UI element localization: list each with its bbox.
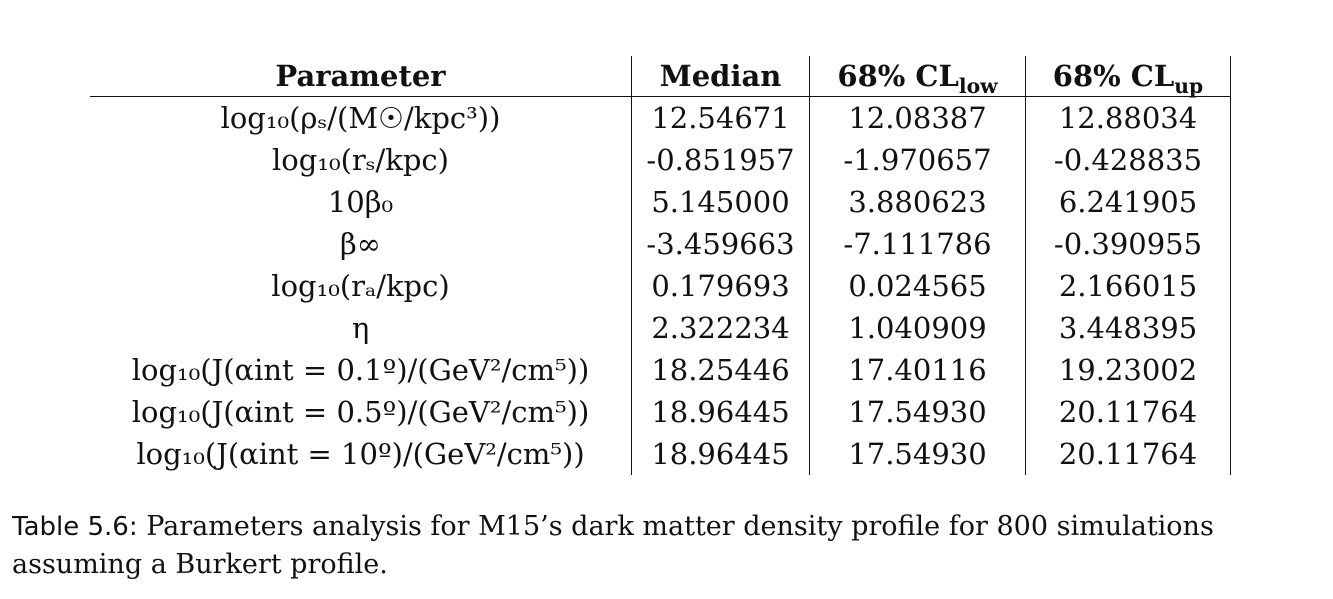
header-cl-up-main: 68% CL	[1052, 59, 1175, 93]
cell-cl-low: -7.111786	[809, 223, 1026, 265]
table-row: log₁₀(rₛ/kpc) -0.851957 -1.970657 -0.428835	[90, 139, 1231, 181]
cell-cl-up: 3.448395	[1025, 307, 1231, 349]
cell-cl-up: 6.241905	[1025, 181, 1231, 223]
header-cl-up-sub: up	[1174, 74, 1204, 99]
cell-cl-up: 12.88034	[1025, 96, 1231, 139]
table-row: 10β₀ 5.145000 3.880623 6.241905	[90, 181, 1231, 223]
table-body: log₁₀(ρₛ/(M☉/kpc³)) 12.54671 12.08387 12.88…	[90, 96, 1231, 475]
cell-parameter: log₁₀(rₐ/kpc)	[90, 265, 632, 307]
table-header-row: Parameter Median 68% CLlow 68% CLup	[90, 56, 1231, 97]
caption-label: Table 5.6:	[12, 512, 138, 542]
table-row: log₁₀(rₐ/kpc) 0.179693 0.024565 2.166015	[90, 265, 1231, 307]
cell-parameter: η	[90, 307, 632, 349]
header-cl-low: 68% CLlow	[809, 56, 1026, 99]
cell-median: 18.96445	[631, 433, 810, 475]
cell-median: 5.145000	[631, 181, 810, 223]
cell-cl-low: -1.970657	[809, 139, 1026, 181]
cell-median: -3.459663	[631, 223, 810, 265]
table-row: β∞ -3.459663 -7.111786 -0.390955	[90, 223, 1231, 265]
table-caption: Table 5.6: Parameters analysis for M15’s…	[12, 508, 1317, 583]
header-cl-low-main: 68% CL	[837, 59, 959, 93]
table-row: log₁₀(J(αint = 0.5º)/(GeV²/cm⁵)) 18.96445…	[90, 391, 1231, 433]
cell-cl-up: 19.23002	[1025, 349, 1231, 391]
cell-cl-up: 20.11764	[1025, 391, 1231, 433]
cell-median: 18.96445	[631, 391, 810, 433]
cell-cl-up: 20.11764	[1025, 433, 1231, 475]
table-row: log₁₀(J(αint = 10º)/(GeV²/cm⁵)) 18.96445 1…	[90, 433, 1231, 475]
cell-parameter: β∞	[90, 223, 632, 265]
table-row: log₁₀(ρₛ/(M☉/kpc³)) 12.54671 12.08387 12.88…	[90, 96, 1231, 139]
cell-parameter: log₁₀(ρₛ/(M☉/kpc³))	[90, 96, 632, 139]
cell-median: -0.851957	[631, 139, 810, 181]
cell-parameter: log₁₀(J(αint = 0.1º)/(GeV²/cm⁵))	[90, 349, 632, 391]
cell-cl-up: -0.390955	[1025, 223, 1231, 265]
cell-cl-up: 2.166015	[1025, 265, 1231, 307]
cell-cl-low: 12.08387	[809, 96, 1026, 139]
cell-cl-up: -0.428835	[1025, 139, 1231, 181]
header-cl-up: 68% CLup	[1025, 56, 1231, 99]
cell-median: 2.322234	[631, 307, 810, 349]
cell-median: 0.179693	[631, 265, 810, 307]
table-row: log₁₀(J(αint = 0.1º)/(GeV²/cm⁵)) 18.25446…	[90, 349, 1231, 391]
cell-cl-low: 3.880623	[809, 181, 1026, 223]
cell-median: 18.25446	[631, 349, 810, 391]
cell-parameter: log₁₀(J(αint = 0.5º)/(GeV²/cm⁵))	[90, 391, 632, 433]
caption-text: Parameters analysis for M15’s dark matte…	[12, 511, 1214, 580]
header-cl-low-sub: low	[958, 74, 998, 99]
parameters-table: Parameter Median 68% CLlow 68% CLup log₁…	[90, 56, 1231, 475]
header-median: Median	[631, 56, 810, 97]
cell-cl-low: 17.54930	[809, 391, 1026, 433]
table-row: η 2.322234 1.040909 3.448395	[90, 307, 1231, 349]
cell-median: 12.54671	[631, 96, 810, 139]
header-parameter: Parameter	[90, 56, 632, 97]
cell-cl-low: 17.40116	[809, 349, 1026, 391]
cell-parameter: log₁₀(rₛ/kpc)	[90, 139, 632, 181]
cell-parameter: log₁₀(J(αint = 10º)/(GeV²/cm⁵))	[90, 433, 632, 475]
cell-parameter: 10β₀	[90, 181, 632, 223]
cell-cl-low: 17.54930	[809, 433, 1026, 475]
cell-cl-low: 1.040909	[809, 307, 1026, 349]
cell-cl-low: 0.024565	[809, 265, 1026, 307]
